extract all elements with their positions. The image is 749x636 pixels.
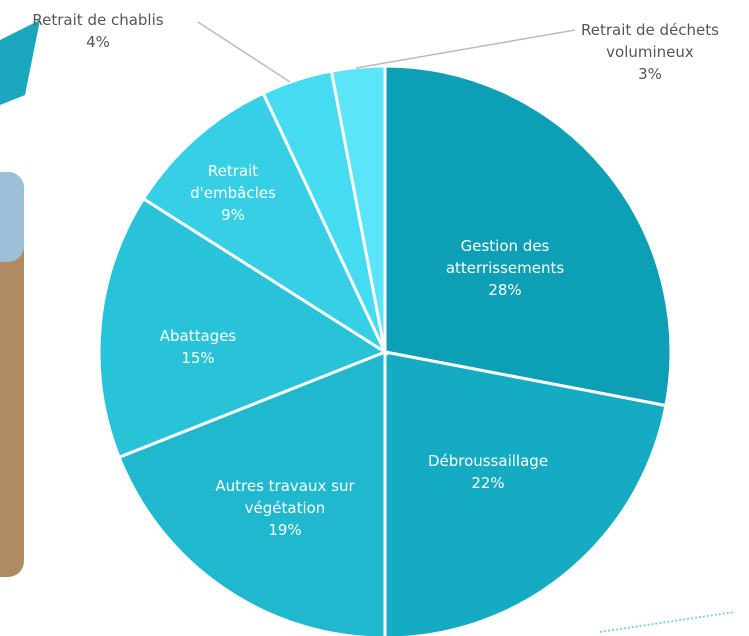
slice-name: Retrait d'embâcles bbox=[183, 160, 283, 204]
slice-name: Autres travaux sur végétation bbox=[190, 475, 380, 519]
leader-line bbox=[198, 22, 290, 82]
leader-line bbox=[356, 30, 575, 68]
slide: Gestion des atterrissements28% Débroussai… bbox=[0, 0, 749, 636]
slice-name: Gestion des atterrissements bbox=[420, 235, 590, 279]
slice-value: 3% bbox=[565, 63, 735, 85]
slice-value: 4% bbox=[3, 31, 193, 53]
slice-name: Retrait de déchets volumineux bbox=[565, 19, 735, 63]
slice-value: 15% bbox=[138, 347, 258, 369]
slice-name: Débroussaillage bbox=[403, 450, 573, 472]
slice-value: 22% bbox=[403, 472, 573, 494]
slice-value: 9% bbox=[183, 204, 283, 226]
slice-value: 28% bbox=[420, 279, 590, 301]
decor-curve bbox=[600, 612, 735, 632]
slice-value: 19% bbox=[190, 519, 380, 541]
slice-name: Abattages bbox=[138, 325, 258, 347]
slice-name: Retrait de chablis bbox=[3, 9, 193, 31]
decor-photo-sky bbox=[0, 172, 24, 262]
